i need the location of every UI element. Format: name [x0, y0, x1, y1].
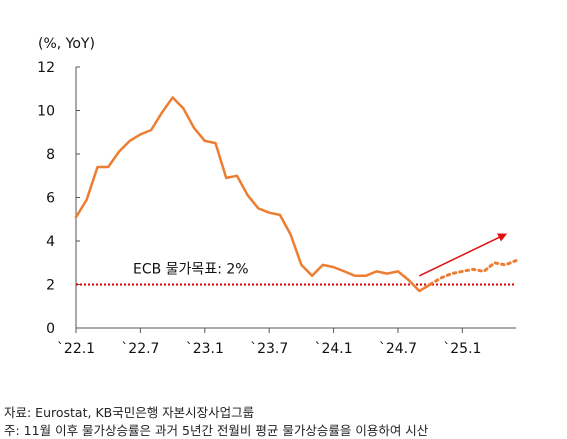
y-tick-label: 6	[46, 191, 55, 207]
inflation-chart: (%, YoY) 0 2 4 6 8 10 12 `22.1 `22.7 `23.1 `23.7 `24…	[37, 36, 518, 357]
x-tick-label: `22.1	[57, 341, 95, 357]
x-tick-label: `24.1	[314, 341, 352, 357]
y-tick-label: 0	[46, 321, 55, 337]
x-tick-label: `24.7	[379, 341, 417, 357]
x-tick-label: `22.7	[121, 341, 159, 357]
projection-series-line	[428, 259, 518, 286]
y-tick-label: 12	[37, 60, 55, 76]
x-tick-label: `25.1	[443, 341, 481, 357]
ecb-target-label: ECB 물가목표: 2%	[133, 262, 249, 278]
y-tick-label: 8	[46, 147, 55, 163]
x-tick-label: `23.7	[250, 341, 288, 357]
assumption-note: 주: 11월 이후 물가상승률은 과거 5년간 전월비 평균 물가상승률을 이용…	[4, 423, 429, 438]
y-axis-label: (%, YoY)	[38, 36, 95, 52]
trend-arrow	[419, 233, 508, 277]
x-tick-label: `23.1	[186, 341, 224, 357]
y-tick-label: 2	[46, 278, 55, 294]
source-note: 자료: Eurostat, KB국민은행 자본시장사업그룹	[4, 405, 255, 420]
y-tick-label: 4	[46, 234, 55, 250]
y-tick-label: 10	[37, 104, 55, 120]
actual-series-line	[74, 96, 432, 293]
